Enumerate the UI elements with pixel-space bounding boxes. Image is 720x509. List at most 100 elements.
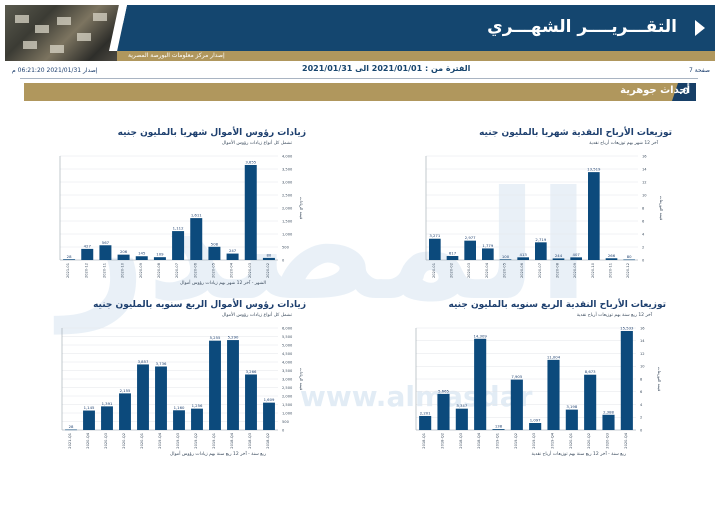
x-tick-label: 2020-04 bbox=[485, 262, 489, 278]
x-tick-label: 2019-Q3 bbox=[176, 433, 180, 449]
chart-title: زيادات رؤوس الأموال الربع سنويه بالمليون… bbox=[93, 300, 306, 310]
bar-value-label: 3,655 bbox=[245, 159, 256, 164]
bar-value-label: 5,255 bbox=[210, 335, 221, 340]
bar-value-label: 2,719 bbox=[535, 237, 546, 242]
y-tick-label: 4,500 bbox=[282, 352, 293, 356]
bar-value-label: 13,519 bbox=[587, 167, 601, 172]
chart-bar bbox=[63, 259, 76, 260]
bar-value-label: 1,779 bbox=[482, 243, 493, 248]
chart-bar bbox=[517, 257, 529, 260]
x-tick-label: 2019-Q4 bbox=[158, 432, 162, 448]
x-tick-label: 2020-01 bbox=[432, 263, 436, 278]
y-tick-label: 2,000 bbox=[282, 394, 293, 398]
x-tick-label: 2020-10 bbox=[591, 262, 595, 278]
y-tick-label: 1,500 bbox=[282, 219, 293, 223]
chart-bar bbox=[244, 164, 257, 260]
bar-value-label: 413 bbox=[520, 252, 528, 257]
bar-value-label: 14,309 bbox=[474, 333, 488, 338]
x-tick-label: 2020-11 bbox=[609, 263, 613, 278]
chart-bar bbox=[155, 366, 167, 430]
x-tick-label: 2018-Q1 bbox=[422, 433, 426, 449]
chart-bar bbox=[464, 240, 476, 260]
bar-value-label: 567 bbox=[102, 240, 110, 245]
bar-value-label: 206 bbox=[120, 249, 128, 254]
report-header: التقـــريــــر الشهـــري إصدار مركز معلو… bbox=[5, 5, 715, 61]
report-title: التقـــريــــر الشهـــري bbox=[487, 17, 677, 37]
chart-bar bbox=[119, 393, 131, 430]
chart-svg: 0 2 4 6 8 10 12 14 16 قيمة التوزيعات 3,271 2020-01 6… bbox=[425, 154, 664, 278]
bar-value-label: 1,112 bbox=[173, 226, 184, 231]
y-tick-label: 16 bbox=[642, 154, 647, 158]
chart-bar bbox=[83, 410, 95, 430]
x-tick-label: 2020-08 bbox=[556, 262, 560, 278]
bar-value-label: 617 bbox=[449, 250, 457, 255]
chart-bar bbox=[446, 255, 459, 260]
bar-value-label: 508 bbox=[211, 241, 219, 246]
chart-bar bbox=[209, 340, 221, 430]
header-gold-bar bbox=[117, 51, 715, 61]
x-tick-label: 2020-Q4 bbox=[86, 432, 90, 448]
chart-subtitle: تشمل كل أنواع زيادات رؤوس الأموال bbox=[221, 141, 292, 146]
bar-value-label: 427 bbox=[84, 243, 92, 248]
bar-value-label: 28 bbox=[67, 254, 72, 259]
bar-value-label: 1,391 bbox=[102, 401, 113, 406]
chart-bar bbox=[455, 408, 468, 430]
chart-bar bbox=[429, 238, 441, 260]
x-tick-label: 2020-10 bbox=[121, 262, 125, 278]
y-tick-label: 2,500 bbox=[282, 386, 293, 390]
y-tick-label: 12 bbox=[640, 352, 645, 356]
chart-bar bbox=[99, 245, 112, 260]
chart-bar bbox=[173, 410, 185, 430]
bar-value-label: 3,266 bbox=[246, 369, 257, 374]
bar-value-label: 2,388 bbox=[603, 409, 614, 414]
report-period: الفترة من : 2021/01/01 الى 2021/01/31 bbox=[302, 64, 471, 73]
x-tick-label: 2020-06 bbox=[193, 262, 197, 278]
x-tick-label: 2018-Q4 bbox=[477, 432, 481, 448]
bar-value-label: 138 bbox=[495, 424, 503, 429]
chart-bar bbox=[605, 258, 618, 260]
x-tick-label: 2019-Q4 bbox=[551, 432, 555, 448]
y-tick-label: 14 bbox=[640, 339, 645, 343]
bar-value-label: 2,155 bbox=[120, 388, 131, 393]
section-title: أحداث جوهرية bbox=[620, 85, 690, 96]
x-tick-label: 2020-11 bbox=[102, 263, 106, 278]
bar-value-label: 244 bbox=[555, 253, 563, 258]
x-tick-label: 2020-03 bbox=[467, 263, 471, 278]
period-row: إصدار 2021/01/31 06:21:20 م الفترة من : … bbox=[12, 64, 712, 76]
chart-note: الشهر - آخر 12 شهر بهم زيادات رؤوس أموال bbox=[180, 281, 266, 286]
y-tick-label: 12 bbox=[642, 180, 647, 184]
x-tick-label: 2020-02 bbox=[266, 263, 270, 278]
bar-value-label: 1,145 bbox=[84, 405, 95, 410]
y-tick-label: 4 bbox=[640, 403, 643, 407]
chart-bar bbox=[137, 364, 149, 430]
chart-bar bbox=[547, 359, 560, 430]
chart-bar bbox=[552, 258, 565, 260]
x-tick-label: 2020-Q4 bbox=[624, 432, 628, 448]
chart-bar bbox=[153, 257, 166, 260]
bar-value-label: 2,201 bbox=[420, 410, 431, 415]
chart-bar bbox=[172, 231, 185, 260]
x-tick-label: 2020-08 bbox=[157, 262, 161, 278]
chart-note: ربع سنة - آخر 12 ربع سنة بهم زيادات رؤوس… bbox=[169, 452, 266, 457]
y-tick-label: 2 bbox=[642, 245, 644, 249]
x-tick-label: 2020-02 bbox=[450, 263, 454, 278]
chart-bar bbox=[535, 242, 547, 260]
x-tick-label: 2018-Q3 bbox=[459, 433, 463, 449]
chart-bar bbox=[245, 374, 257, 430]
chart-bar bbox=[620, 330, 633, 430]
x-tick-label: 2020-Q1 bbox=[140, 433, 144, 449]
y-tick-label: 3,000 bbox=[282, 180, 293, 184]
x-tick-label: 2020-Q3 bbox=[104, 433, 108, 449]
y-tick-label: 2,500 bbox=[282, 193, 293, 197]
bar-value-label: 5,290 bbox=[228, 335, 239, 340]
chart-title: زيادات رؤوس الأموال شهريا بالمليون جنيه bbox=[117, 128, 306, 138]
y-axis-label: قيمة التوزيعات bbox=[659, 196, 664, 220]
chart-bar bbox=[584, 374, 597, 430]
y-tick-label: 2,000 bbox=[282, 206, 293, 210]
bar-value-label: 1,256 bbox=[192, 403, 203, 408]
y-tick-label: 8 bbox=[642, 206, 645, 210]
bar-value-label: 3,857 bbox=[138, 359, 149, 364]
y-tick-label: 4,000 bbox=[282, 360, 293, 364]
x-tick-label: 2020-09 bbox=[573, 262, 577, 278]
bar-value-label: 3,198 bbox=[566, 404, 577, 409]
